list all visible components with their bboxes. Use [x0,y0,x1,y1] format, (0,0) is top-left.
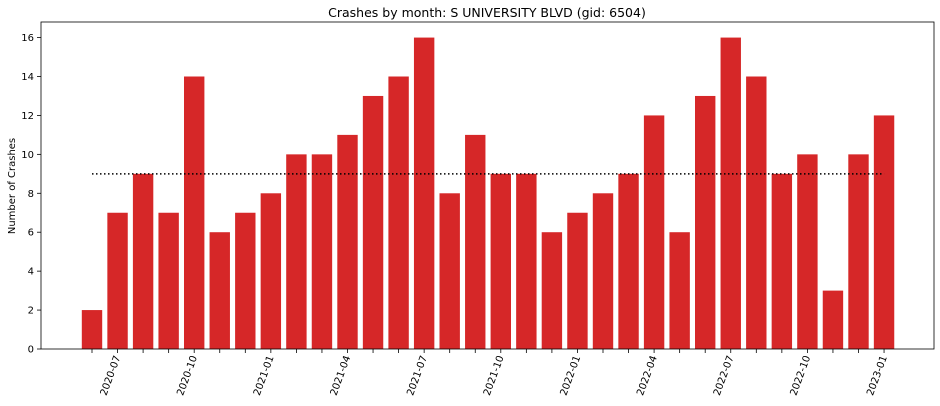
y-axis-label: Number of Crashes [7,138,18,234]
x-tick-label: 2021-07 [405,354,430,397]
bar-2020-07 [107,212,128,349]
bar-2020-10 [184,76,205,349]
bar-2020-08 [132,173,154,349]
bar-2021-09 [465,134,486,349]
bar-2022-01 [567,212,588,349]
bar-2020-12 [235,212,256,349]
bar-2022-08 [746,76,767,349]
x-tick-label: 2020-10 [175,354,200,397]
chart-title: Crashes by month: S UNIVERSITY BLVD (gid… [328,5,646,20]
bar-2021-06 [388,76,409,349]
y-tick-label: 16 [21,33,34,44]
bar-2022-06 [695,95,716,350]
bar-2021-08 [439,193,460,349]
y-axis: 0 2 4 6 8 10 12 14 16 [21,33,41,356]
y-tick-label: 14 [21,72,34,83]
bar-2022-12 [848,154,869,349]
bar-2021-03 [311,154,333,349]
x-tick-label: 2022-07 [712,354,737,397]
bar-2022-04 [643,115,665,350]
bar-2022-11 [822,290,844,349]
x-tick-label: 2022-10 [789,354,814,397]
bar-2023-01 [873,115,895,350]
x-tick-label: 2023-01 [865,354,890,397]
x-tick-label: 2021-10 [482,354,507,397]
y-tick-label: 2 [28,306,34,317]
bar-2020-11 [209,232,230,349]
bar-2022-05 [669,232,690,349]
bar-2022-07 [720,37,741,349]
bar-2022-02 [592,193,614,349]
x-axis: 2020-07 2020-10 2021-01 2021-04 2021-07 2021-… [91,349,890,397]
bar-2020-06 [81,310,103,349]
bar-2021-07 [413,37,435,349]
bar-2022-09 [771,173,793,349]
y-tick-label: 12 [21,111,34,122]
y-tick-label: 6 [28,228,34,239]
plot-frame [40,21,935,350]
bar-2021-01 [260,193,282,349]
bar-2021-04 [337,134,358,349]
x-tick-label: 2022-04 [635,354,660,397]
bar-2022-10 [797,154,818,349]
x-tick-label: 2021-04 [329,354,354,397]
bar-2021-11 [516,173,537,349]
bar-2021-12 [541,232,563,349]
bar-2021-02 [286,154,307,349]
bars-group [81,37,895,350]
x-tick-label: 2020-07 [99,354,124,397]
bar-2020-09 [158,212,179,349]
y-tick-label: 4 [28,267,34,278]
y-tick-label: 8 [28,189,34,200]
bar-2021-05 [362,95,384,350]
y-tick-label: 0 [28,345,34,356]
x-tick-label: 2021-01 [252,354,277,397]
bar-2022-03 [618,173,639,349]
bar-2021-10 [490,173,511,349]
y-tick-label: 10 [21,150,34,161]
x-tick-label: 2022-01 [559,354,584,397]
